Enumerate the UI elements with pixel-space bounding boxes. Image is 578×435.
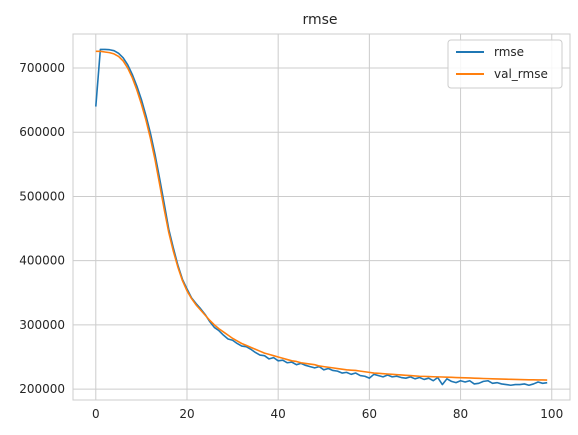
x-tick-label: 100 bbox=[540, 407, 563, 421]
x-tick-label: 20 bbox=[179, 407, 194, 421]
x-tick-label: 40 bbox=[271, 407, 286, 421]
y-tick-label: 200000 bbox=[19, 382, 65, 396]
gridlines bbox=[73, 34, 570, 400]
chart-title: rmse bbox=[302, 12, 337, 28]
legend-label: rmse bbox=[494, 45, 524, 59]
x-tick-label: 80 bbox=[453, 407, 468, 421]
y-tick-label: 300000 bbox=[19, 318, 65, 332]
series-line-val-rmse bbox=[95, 50, 548, 381]
y-tick-label: 700000 bbox=[19, 61, 65, 75]
series-layer bbox=[95, 48, 548, 387]
x-tick-label: 60 bbox=[362, 407, 377, 421]
tick-labels: 0 20 40 60 80 100 200000 300000 400000 500000 6000… bbox=[19, 61, 563, 421]
y-tick-label: 600000 bbox=[19, 125, 65, 139]
y-tick-label: 400000 bbox=[19, 254, 65, 268]
legend: rmse val_rmse bbox=[447, 39, 563, 89]
legend-label: val_rmse bbox=[494, 67, 548, 81]
x-tick-label: 0 bbox=[92, 407, 100, 421]
plot-area bbox=[72, 33, 571, 401]
y-tick-label: 500000 bbox=[19, 189, 65, 203]
plot-frame bbox=[72, 33, 571, 401]
